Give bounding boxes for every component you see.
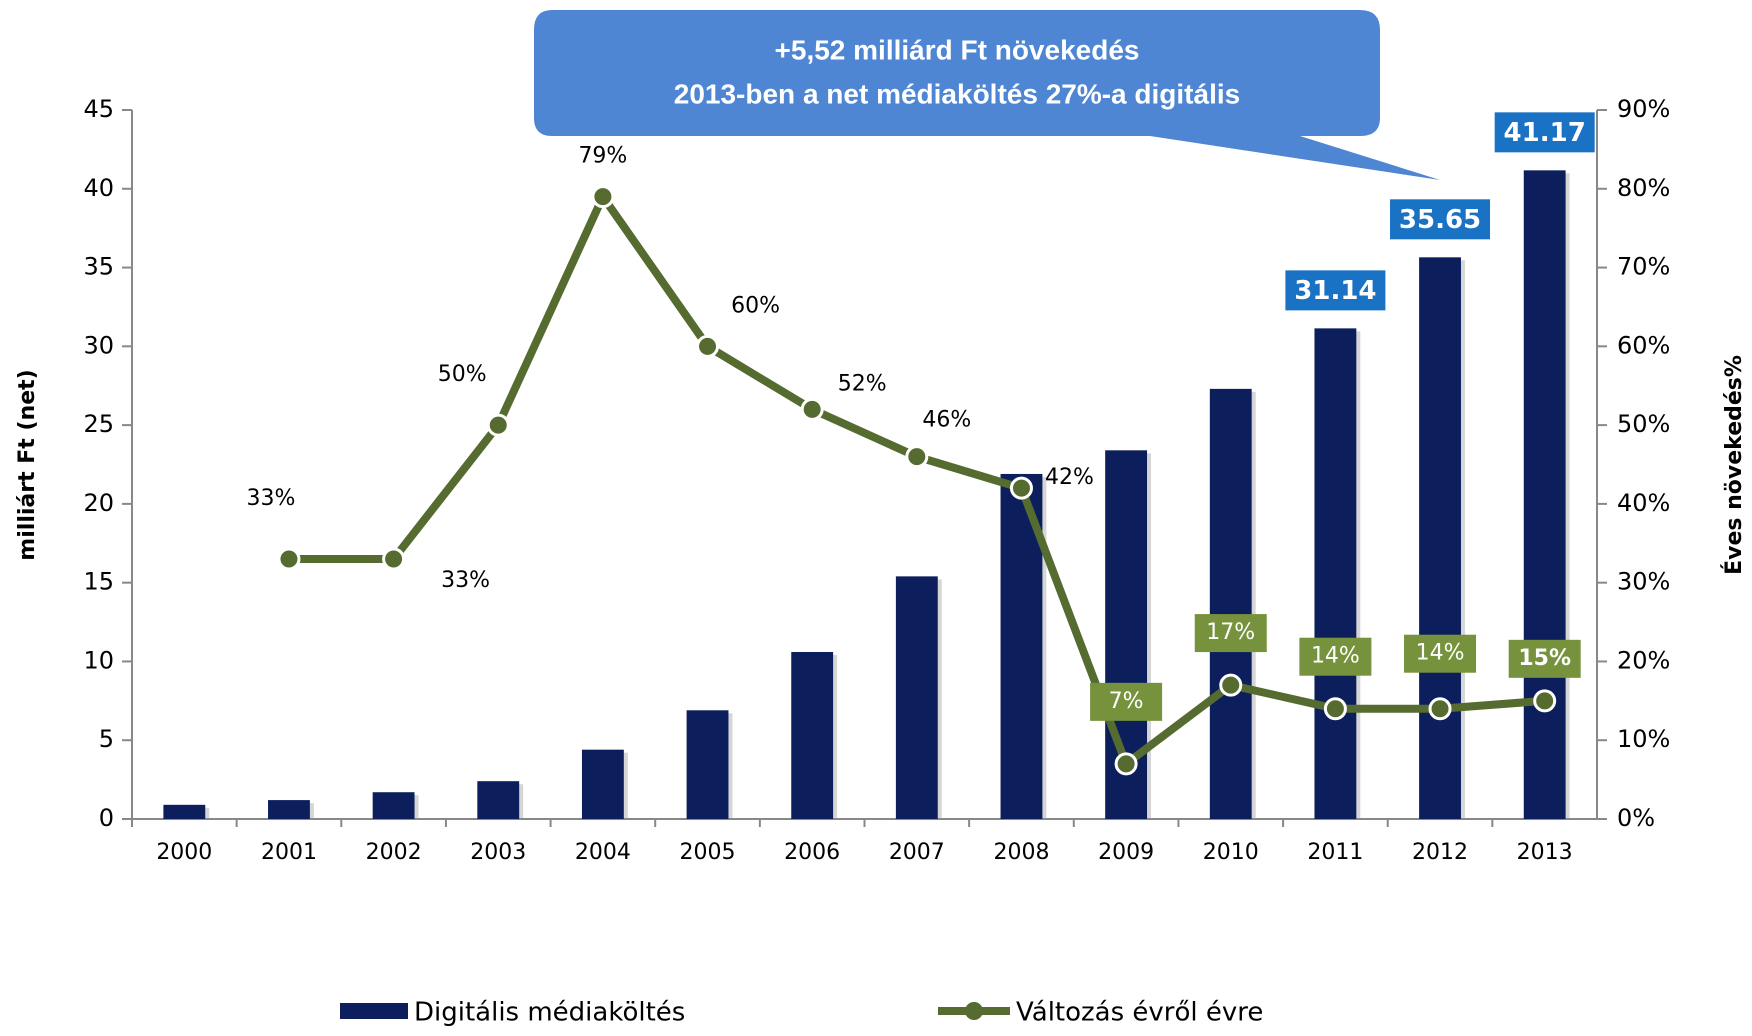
data-label: 17%: [1206, 620, 1255, 645]
line-marker: [800, 397, 824, 421]
data-label-bg: [1390, 199, 1491, 240]
data-label: 33%: [441, 568, 490, 593]
bar: [268, 800, 310, 819]
data-label-bg: [1299, 637, 1372, 676]
legend-swatch: [340, 1003, 408, 1019]
y-tick-label: 10: [83, 646, 114, 674]
y-tick-label: 35: [83, 253, 114, 281]
data-label: 46%: [922, 408, 971, 433]
line-marker: [382, 547, 406, 571]
y-tick-label: 0: [99, 804, 114, 832]
data-label: 52%: [838, 371, 887, 396]
y2-tick-label: 20%: [1617, 646, 1670, 674]
data-label-bg: [1194, 614, 1267, 653]
line-marker: [1114, 752, 1138, 776]
x-tick-label: 2010: [1203, 840, 1259, 865]
bar: [581, 749, 624, 819]
annotation: 2013-ben a net médiaköltés 27%-a digitál…: [674, 78, 1240, 109]
data-label-bg: [1090, 682, 1163, 721]
y2-tick-label: 90%: [1617, 95, 1670, 123]
line-marker: [1323, 697, 1347, 721]
y-tick-label: 25: [83, 410, 114, 438]
data-label: 50%: [438, 362, 487, 387]
bar: [791, 651, 834, 819]
line-marker: [696, 334, 720, 358]
data-label: 60%: [731, 293, 780, 318]
line-marker: [1428, 697, 1452, 721]
annotation: +5,52 milliárd Ft növekedés: [775, 34, 1140, 65]
y2-axis-title: Éves növekedés%: [1721, 355, 1747, 575]
x-tick-label: 2008: [993, 840, 1049, 865]
data-label-bg: [1285, 270, 1386, 311]
data-label-bg: [1404, 634, 1477, 673]
data-label: 33%: [247, 486, 296, 511]
data-label: 31.14: [1294, 276, 1376, 306]
bar: [1419, 257, 1461, 819]
data-label: 35.65: [1399, 205, 1481, 235]
line-marker: [1009, 476, 1033, 500]
y2-tick-label: 60%: [1617, 331, 1670, 359]
y-tick-label: 15: [83, 568, 114, 596]
bar: [163, 804, 206, 819]
y2-tick-label: 70%: [1617, 253, 1670, 281]
x-tick-label: 2004: [575, 840, 631, 865]
x-tick-label: 2009: [1098, 840, 1154, 865]
x-tick-label: 2012: [1412, 840, 1468, 865]
data-label: 79%: [578, 144, 627, 169]
y2-tick-label: 30%: [1617, 568, 1670, 596]
y-tick-label: 20: [83, 489, 114, 517]
bar: [372, 792, 415, 819]
y2-tick-label: 40%: [1617, 489, 1670, 517]
x-tick-label: 2001: [261, 840, 317, 865]
bar: [1314, 328, 1357, 819]
data-label-bg: [1494, 112, 1595, 153]
legend-label: Digitális médiaköltés: [414, 998, 685, 1028]
bar: [477, 781, 520, 819]
data-label: 42%: [1045, 465, 1094, 490]
y-axis-title: milliárt Ft (net): [15, 369, 40, 560]
line-marker: [486, 413, 510, 437]
callout: [534, 10, 1440, 180]
x-tick-label: 2013: [1517, 840, 1573, 865]
bar: [1209, 388, 1252, 819]
data-label: 15%: [1518, 646, 1571, 671]
data-label: 7%: [1109, 689, 1144, 714]
data-label-bg: [1508, 639, 1581, 678]
bar: [686, 710, 729, 819]
y2-tick-label: 0%: [1617, 804, 1655, 832]
line-marker: [277, 547, 301, 571]
line-marker: [591, 185, 615, 209]
bar: [1523, 170, 1566, 820]
data-label: 14%: [1311, 644, 1360, 669]
y2-tick-label: 10%: [1617, 725, 1670, 753]
line-marker: [1219, 673, 1243, 697]
x-tick-label: 2005: [680, 840, 736, 865]
x-tick-label: 2007: [889, 840, 945, 865]
y2-tick-label: 50%: [1617, 410, 1670, 438]
y2-tick-label: 80%: [1617, 174, 1670, 202]
line-marker: [1533, 689, 1557, 713]
y-tick-label: 5: [99, 725, 114, 753]
data-label: 41.17: [1504, 118, 1586, 148]
x-tick-label: 2006: [784, 840, 840, 865]
x-tick-label: 2011: [1307, 840, 1363, 865]
legend-marker: [965, 1002, 983, 1020]
x-tick-label: 2003: [470, 840, 526, 865]
x-tick-label: 2002: [366, 840, 422, 865]
data-label: 14%: [1416, 641, 1465, 666]
y-tick-label: 40: [83, 174, 114, 202]
bar: [895, 576, 938, 819]
y-tick-label: 45: [83, 95, 114, 123]
x-tick-label: 2000: [156, 840, 212, 865]
legend-label: Változás évről évre: [1016, 998, 1263, 1028]
line-marker: [905, 445, 929, 469]
y-tick-label: 30: [83, 331, 114, 359]
